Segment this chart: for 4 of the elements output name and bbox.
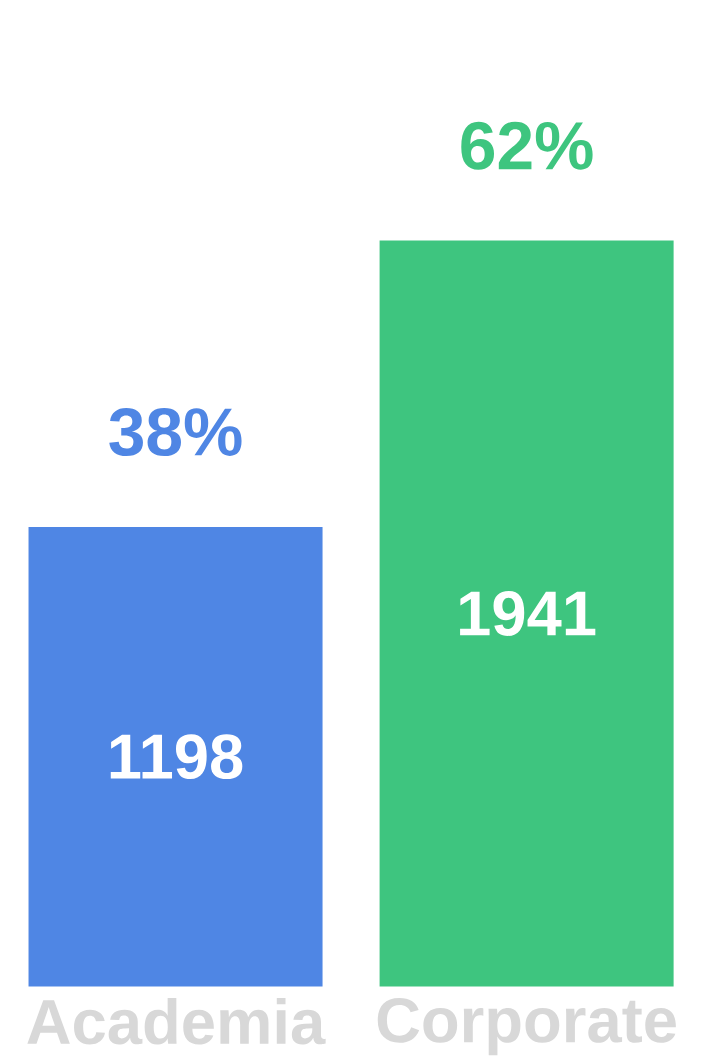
annotation: 38% <box>109 408 242 457</box>
annotation: 62% <box>461 121 593 170</box>
data-label: 1198 <box>110 734 243 780</box>
data-label: 1941 <box>460 591 596 636</box>
